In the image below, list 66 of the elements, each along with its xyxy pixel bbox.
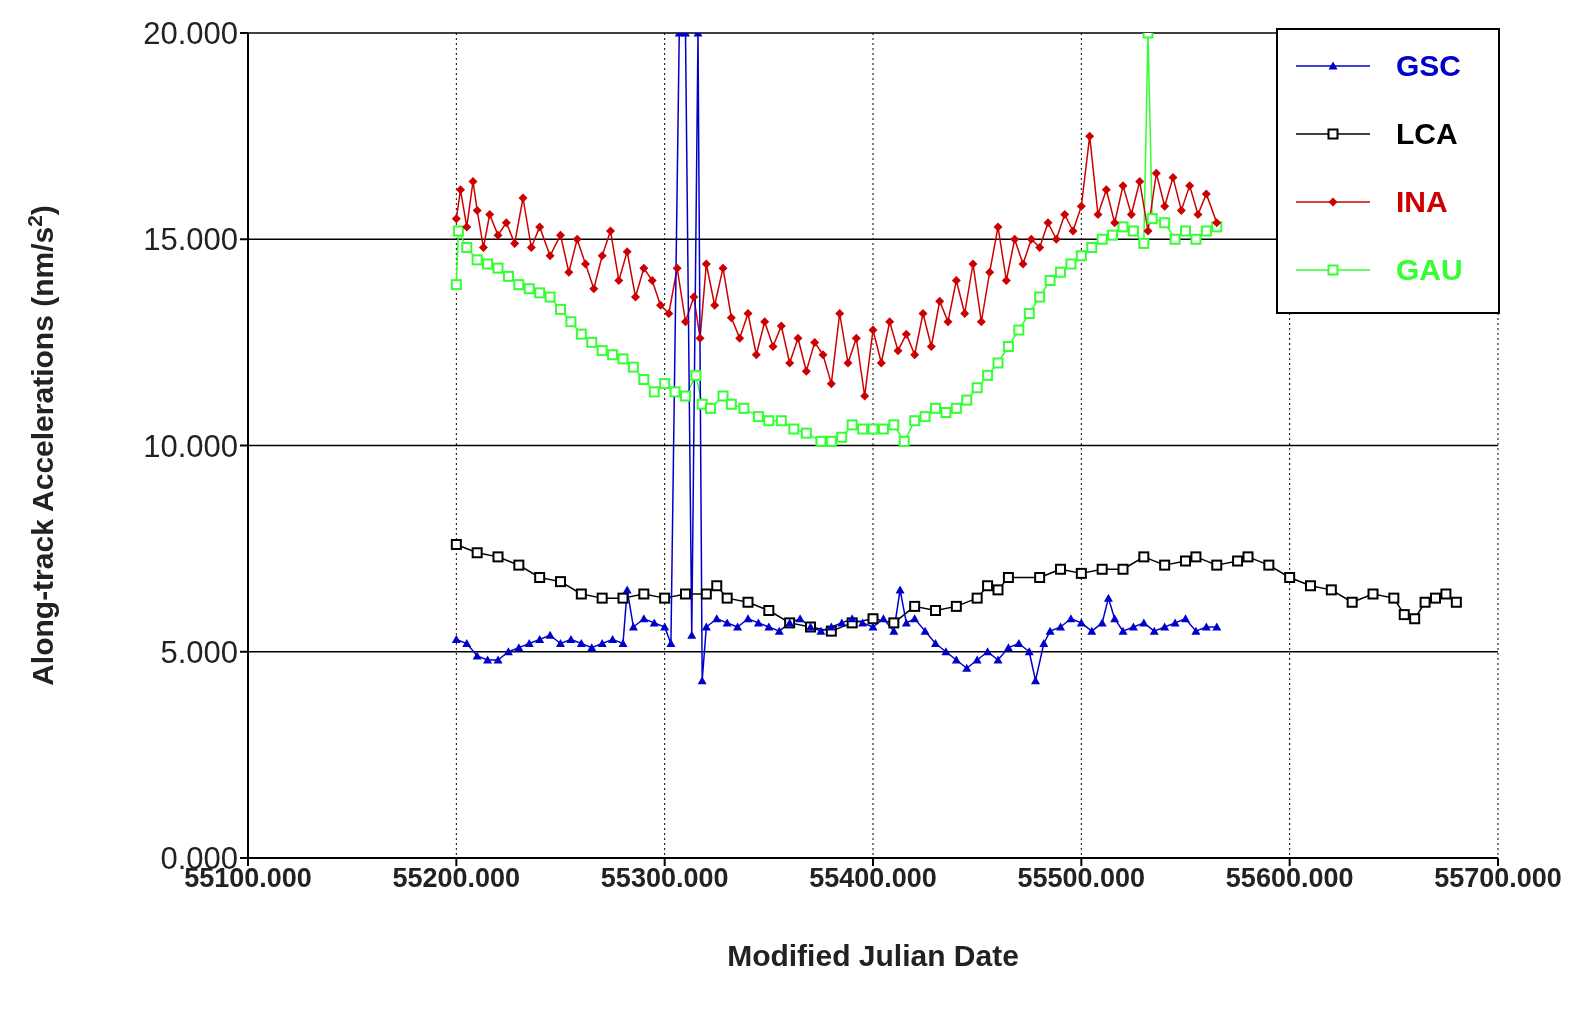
point (1190, 551, 1202, 563)
point (992, 584, 1004, 596)
point (742, 596, 754, 608)
point (700, 588, 712, 600)
point (867, 613, 879, 625)
point (888, 617, 900, 629)
point (1325, 584, 1337, 596)
point (534, 572, 546, 583)
point (555, 576, 566, 588)
point (1419, 596, 1431, 608)
point (450, 539, 462, 550)
point (638, 588, 650, 600)
point (1450, 596, 1462, 608)
point (575, 588, 587, 600)
point (1398, 609, 1410, 621)
point (1263, 559, 1275, 571)
x-tick-label: 55500.000 (1017, 863, 1146, 894)
point (617, 592, 629, 604)
point (1075, 567, 1087, 579)
y-tick-label: 10.000 (143, 428, 238, 464)
point (1388, 592, 1400, 604)
point (1096, 563, 1108, 575)
point (659, 592, 671, 604)
point (982, 580, 994, 592)
point (513, 559, 525, 571)
point (596, 592, 608, 604)
point (1409, 613, 1421, 625)
x-tick-label: 55300.000 (600, 863, 729, 894)
point (1055, 563, 1066, 575)
legend-label: INA (1396, 185, 1448, 218)
x-tick-label: 55400.000 (809, 863, 937, 894)
legend-label: GAU (1396, 253, 1463, 286)
y-tick-label: 15.000 (143, 222, 238, 258)
x-tick-label: 55600.000 (1225, 863, 1354, 894)
y-tick-label: 5.000 (160, 634, 238, 670)
legend-label: GSC (1396, 49, 1462, 82)
point (1117, 563, 1129, 575)
point (1346, 596, 1358, 608)
point (763, 605, 775, 616)
point (1159, 559, 1171, 571)
point (492, 551, 504, 563)
point (1430, 592, 1441, 604)
point (950, 600, 962, 612)
point (721, 592, 733, 604)
point (1367, 588, 1379, 600)
point (680, 588, 691, 600)
point (909, 600, 921, 612)
y-tick-label: 20.000 (143, 16, 238, 52)
point (971, 592, 983, 604)
point (930, 605, 941, 616)
point (1138, 551, 1150, 563)
x-tick-label: 55700.000 (1434, 863, 1562, 894)
point (1232, 555, 1244, 567)
point (1440, 588, 1452, 600)
point (1002, 572, 1014, 583)
point (1034, 572, 1046, 583)
point (1305, 580, 1316, 592)
point (1211, 559, 1223, 571)
legend-label: LCA (1396, 117, 1458, 150)
point (1284, 572, 1296, 583)
point (1180, 555, 1191, 567)
point (1242, 551, 1254, 563)
x-tick-label: 55200.000 (392, 863, 521, 894)
x-axis-title: Modified Julian Date (727, 939, 1019, 972)
point (471, 547, 483, 559)
point (711, 580, 723, 592)
